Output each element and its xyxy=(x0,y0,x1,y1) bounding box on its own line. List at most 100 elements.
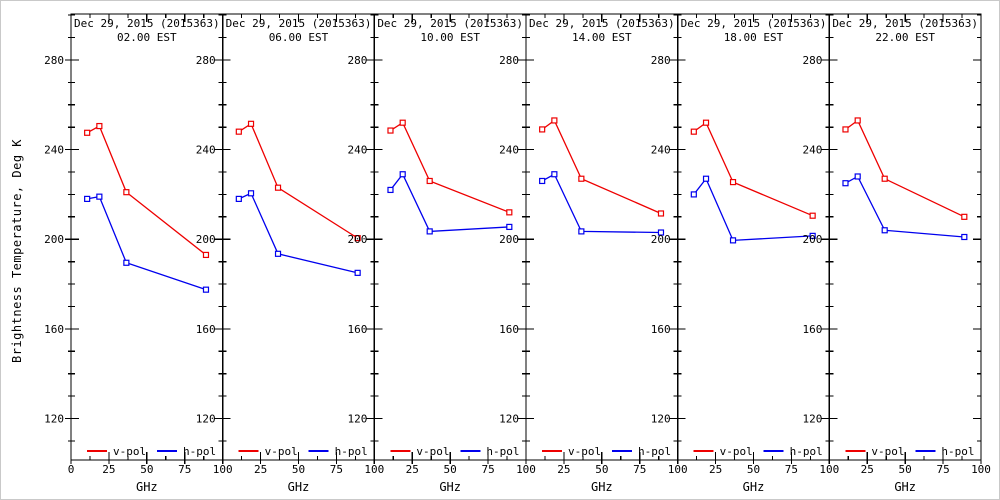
y-tick-label: 280 xyxy=(499,54,519,67)
h-pol-line xyxy=(87,195,207,291)
v-pol-marker xyxy=(387,127,394,134)
x-tick-label: 50 xyxy=(444,463,457,476)
h-pol-marker xyxy=(235,195,242,202)
panel-title-time: 22.00 EST xyxy=(875,31,935,44)
panel-10-00-est: 120 160 200 240 280 25 50 75 100 GHz Dec 29, 2015 … xyxy=(347,13,536,494)
x-tick-label: 50 xyxy=(899,463,912,476)
v-pol-line xyxy=(541,119,662,215)
h-pol-marker xyxy=(274,250,282,257)
h-pol-marker xyxy=(96,193,103,200)
legend-v-pol-label: v-pol xyxy=(113,445,146,458)
x-axis-unit-label: GHz xyxy=(743,480,765,494)
h-pol-marker xyxy=(387,186,394,194)
h-pol-marker xyxy=(881,227,888,234)
panel-title-time: 06.00 EST xyxy=(269,31,329,44)
y-tick-label: 200 xyxy=(499,233,519,246)
v-pol-marker xyxy=(354,235,361,242)
legend-h-pol-label: h-pol xyxy=(335,445,368,458)
panel-title-time: 02.00 EST xyxy=(117,31,177,44)
panel-18-00-est: 120 160 200 240 280 25 50 75 100 GHz Dec 29, 2015 … xyxy=(651,13,839,494)
x-tick-label: 0 xyxy=(68,463,75,476)
v-pol-marker xyxy=(84,129,91,136)
v-pol-marker xyxy=(854,117,861,124)
y-tick-label: 240 xyxy=(347,144,367,157)
y-tick-label: 200 xyxy=(802,233,822,246)
x-tick-label: 75 xyxy=(481,463,494,476)
h-pol-marker xyxy=(729,237,737,244)
legend-h-pol-label: h-pol xyxy=(790,445,823,458)
x-axis-unit-label: GHz xyxy=(136,480,158,494)
h-pol-marker xyxy=(539,177,546,185)
panel-title-time: 18.00 EST xyxy=(724,31,784,44)
x-axis-unit-label: GHz xyxy=(894,480,916,494)
x-tick-label: 100 xyxy=(364,463,384,476)
h-pol-marker xyxy=(702,175,710,182)
v-pol-marker xyxy=(881,175,888,182)
x-tick-label: 50 xyxy=(747,463,760,476)
v-pol-marker xyxy=(551,117,558,124)
x-tick-label: 25 xyxy=(254,463,267,476)
v-pol-marker xyxy=(961,213,968,220)
v-pol-marker xyxy=(235,128,242,135)
y-tick-label: 240 xyxy=(499,144,519,157)
panel-14-00-est: 120 160 200 240 280 25 50 75 100 GHz Dec 29, 2015 … xyxy=(499,13,688,494)
y-tick-label: 280 xyxy=(651,54,671,67)
legend-v-pol-label: v-pol xyxy=(871,445,904,458)
v-pol-marker xyxy=(657,210,665,217)
h-pol-line xyxy=(693,177,813,242)
legend-h-pol-label: h-pol xyxy=(183,445,216,458)
h-pol-marker xyxy=(690,191,697,198)
x-tick-label: 100 xyxy=(668,463,688,476)
y-tick-label: 120 xyxy=(196,413,216,426)
legend-h-pol-label: h-pol xyxy=(941,445,974,458)
y-tick-label: 280 xyxy=(347,54,367,67)
y-tick-label: 200 xyxy=(347,233,367,246)
legend: v-pol h-pol xyxy=(87,445,216,458)
x-axis-unit-label: GHz xyxy=(288,480,310,494)
x-tick-label: 100 xyxy=(819,463,839,476)
v-pol-marker xyxy=(578,175,585,182)
panel-title-date: Dec 29, 2015 (2015363) xyxy=(226,17,372,30)
legend-h-pol-label: h-pol xyxy=(486,445,519,458)
v-pol-marker xyxy=(539,126,546,133)
h-pol-marker xyxy=(202,286,210,293)
x-tick-label: 75 xyxy=(330,463,343,476)
x-axis-unit-label: GHz xyxy=(591,480,613,494)
v-pol-marker xyxy=(274,184,282,191)
x-tick-label: 50 xyxy=(140,463,153,476)
v-pol-marker xyxy=(506,209,513,216)
x-tick-label: 25 xyxy=(102,463,115,476)
v-pol-line xyxy=(845,119,965,218)
y-tick-label: 120 xyxy=(347,413,367,426)
y-tick-label: 160 xyxy=(347,323,367,336)
y-tick-label: 280 xyxy=(44,54,64,67)
x-tick-label: 75 xyxy=(633,463,646,476)
y-tick-label: 160 xyxy=(802,323,822,336)
panel-title-time: 14.00 EST xyxy=(572,31,632,44)
x-tick-label: 100 xyxy=(516,463,536,476)
x-tick-label: 25 xyxy=(709,463,722,476)
y-tick-label: 280 xyxy=(802,54,822,67)
h-pol-marker xyxy=(809,232,816,239)
h-pol-line xyxy=(845,175,965,238)
y-tick-label: 240 xyxy=(802,144,822,157)
h-pol-marker xyxy=(123,259,130,266)
y-tick-label: 160 xyxy=(499,323,519,336)
h-pol-line xyxy=(389,173,510,233)
v-pol-marker xyxy=(96,122,103,130)
x-tick-label: 100 xyxy=(971,463,991,476)
v-pol-marker xyxy=(729,178,737,186)
legend: v-pol h-pol xyxy=(542,445,671,458)
panel-title-time: 10.00 EST xyxy=(420,31,480,44)
y-tick-label: 120 xyxy=(44,413,64,426)
legend: v-pol h-pol xyxy=(693,445,823,458)
x-tick-label: 25 xyxy=(557,463,570,476)
h-pol-marker xyxy=(854,173,861,180)
v-pol-marker xyxy=(202,251,210,259)
y-tick-label: 120 xyxy=(499,413,519,426)
x-tick-label: 75 xyxy=(785,463,798,476)
legend-h-pol-label: h-pol xyxy=(638,445,671,458)
h-pol-marker xyxy=(399,171,406,178)
